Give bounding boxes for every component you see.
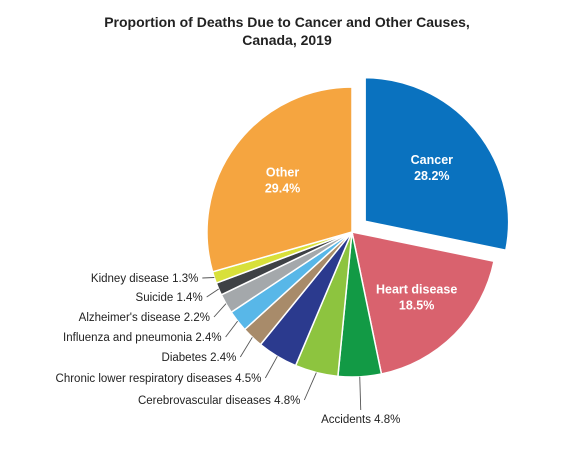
pie-slice-heart-disease (351, 231, 495, 375)
leader-line-alzheimer-s-disease (213, 303, 227, 318)
leader-line-chronic-lower-respiratory-diseases (264, 356, 278, 379)
slice-label-heart-disease: Heart disease (376, 283, 457, 297)
slice-value-other: 29.4% (265, 182, 300, 196)
leader-line-influenza-and-pneumonia (225, 320, 238, 338)
slice-label-diabetes: Diabetes 2.4% (162, 352, 237, 364)
chart-title-line-1: Proportion of Deaths Due to Cancer and O… (104, 14, 470, 30)
leader-line-diabetes (239, 337, 253, 358)
slice-label-influenza-and-pneumonia: Influenza and pneumonia 2.4% (63, 332, 222, 344)
slice-label-kidney-disease: Kidney disease 1.3% (91, 273, 198, 285)
pie-slice-other (206, 86, 353, 273)
chart-title-line-2: Canada, 2019 (242, 32, 332, 48)
leader-lines (202, 277, 362, 411)
slice-value-heart-disease: 18.5% (399, 299, 434, 313)
slice-labels: Cancer 28.2% Heart disease 18.5% Accidents 4… (56, 153, 458, 426)
leader-line-suicide (206, 288, 219, 298)
leader-line-cerebrovascular-diseases (303, 372, 317, 401)
slice-label-cerebrovascular-diseases: Cerebrovascular diseases 4.8% (138, 395, 300, 407)
slice-label-cancer: Cancer (411, 153, 454, 167)
leader-line-accidents (359, 376, 362, 411)
slice-label-alzheimer-s-disease: Alzheimer's disease 2.2% (79, 312, 210, 324)
slice-label-other: Other (266, 166, 299, 180)
pie-slices (206, 75, 511, 378)
slice-value-cancer: 28.2% (414, 169, 449, 183)
pie-slice-cancer (362, 75, 511, 253)
slice-label-chronic-lower-respiratory-diseases: Chronic lower respiratory diseases 4.5% (56, 373, 262, 385)
slice-label-suicide: Suicide 1.4% (136, 292, 203, 304)
slice-label-accidents: Accidents 4.8% (321, 414, 400, 426)
